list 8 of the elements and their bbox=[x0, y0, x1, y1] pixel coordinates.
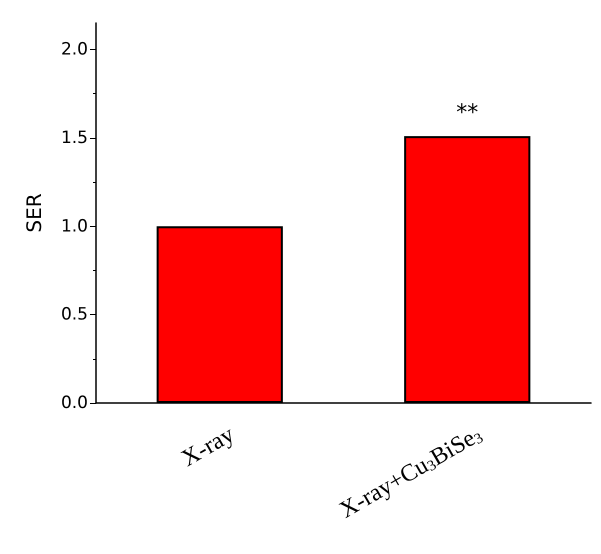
y-axis-title: SER bbox=[22, 193, 46, 233]
y-tick-label: 0.0 bbox=[60, 393, 88, 413]
annotation: ** bbox=[456, 100, 478, 126]
y-tick-label: 2.0 bbox=[60, 40, 88, 60]
y-tick-label: 1.0 bbox=[60, 216, 88, 236]
y-tick-label: 1.5 bbox=[60, 128, 88, 148]
x-tick-label: X-ray bbox=[177, 422, 239, 472]
y-tick-label: 0.5 bbox=[60, 304, 88, 325]
